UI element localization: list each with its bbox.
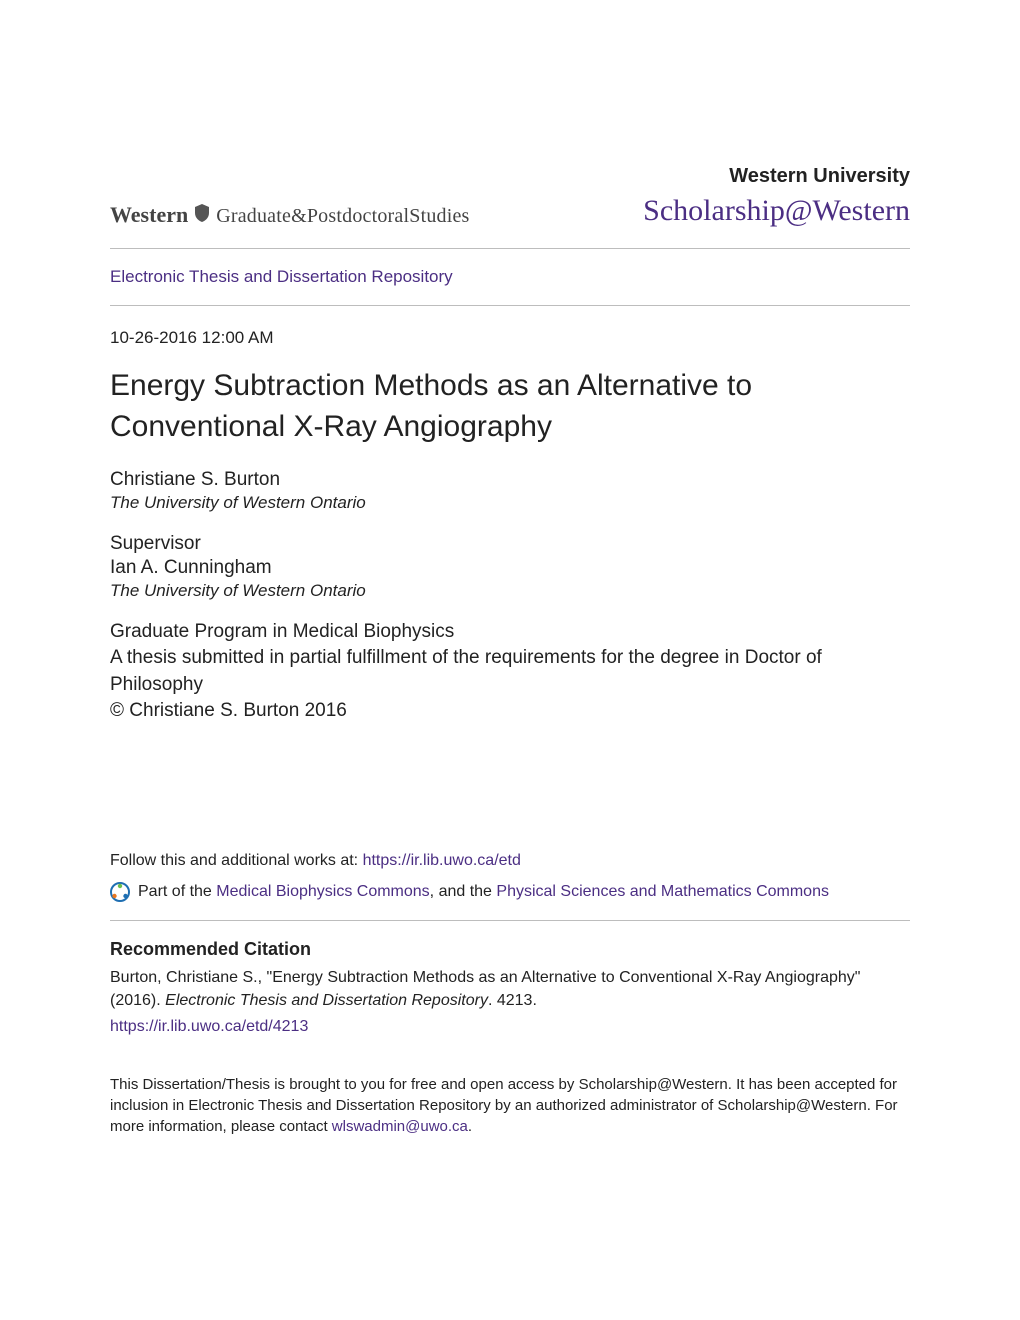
citation-url-link[interactable]: https://ir.lib.uwo.ca/etd/4213: [110, 1015, 910, 1038]
footer-note: This Dissertation/Thesis is brought to y…: [110, 1074, 910, 1137]
graduate-program: Graduate Program in Medical Biophysics: [110, 621, 910, 643]
supervisor-affiliation: The University of Western Ontario: [110, 581, 910, 601]
commons-mid: , and the: [430, 883, 497, 900]
document-title: Energy Subtraction Methods as an Alterna…: [110, 366, 910, 447]
fulfillment-statement: A thesis submitted in partial fulfillmen…: [110, 645, 910, 698]
header-row: Western Graduate&PostdoctoralStudies Wes…: [110, 165, 910, 228]
page-container: Western Graduate&PostdoctoralStudies Wes…: [0, 0, 1020, 1320]
follow-prefix: Follow this and additional works at:: [110, 852, 363, 869]
copyright-line: © Christiane S. Burton 2016: [110, 700, 910, 722]
divider: [110, 248, 910, 249]
author-block: Christiane S. Burton The University of W…: [110, 469, 910, 513]
follow-url-link[interactable]: https://ir.lib.uwo.ca/etd: [363, 852, 521, 869]
footer-text: This Dissertation/Thesis is brought to y…: [110, 1076, 898, 1135]
commons-link-1[interactable]: Medical Biophysics Commons: [216, 883, 429, 900]
crest-icon: [194, 204, 210, 227]
publication-timestamp: 10-26-2016 12:00 AM: [110, 328, 910, 348]
commons-prefix: Part of the: [138, 883, 216, 900]
citation-series: Electronic Thesis and Dissertation Repos…: [165, 992, 488, 1009]
footer-email-link[interactable]: wlswadmin@uwo.ca: [332, 1118, 468, 1135]
follow-works-row: Follow this and additional works at: htt…: [110, 852, 910, 870]
repository-link[interactable]: Electronic Thesis and Dissertation Repos…: [110, 267, 910, 287]
commons-row: Part of the Medical Biophysics Commons, …: [110, 882, 910, 902]
author-name: Christiane S. Burton: [110, 469, 910, 491]
logo-brand: Western: [110, 202, 188, 228]
supervisor-block: Supervisor Ian A. Cunningham The Univers…: [110, 533, 910, 601]
divider: [110, 305, 910, 306]
footer-period: .: [468, 1118, 472, 1135]
header-right: Western University Scholarship@Western: [643, 165, 910, 228]
commons-text: Part of the Medical Biophysics Commons, …: [138, 883, 829, 901]
author-affiliation: The University of Western Ontario: [110, 493, 910, 513]
site-link[interactable]: Scholarship@Western: [643, 194, 910, 227]
program-block: Graduate Program in Medical Biophysics A…: [110, 621, 910, 722]
commons-link-2[interactable]: Physical Sciences and Mathematics Common…: [496, 883, 829, 900]
logo-subtitle: Graduate&PostdoctoralStudies: [216, 205, 469, 228]
university-name: Western University: [643, 165, 910, 188]
recommended-citation: Burton, Christiane S., "Energy Subtracti…: [110, 966, 910, 1038]
network-icon: [110, 882, 130, 902]
divider: [110, 920, 910, 921]
recommended-citation-heading: Recommended Citation: [110, 939, 910, 960]
institution-logo: Western Graduate&PostdoctoralStudies: [110, 202, 470, 228]
citation-text-2: . 4213.: [488, 992, 537, 1009]
supervisor-label: Supervisor: [110, 533, 910, 555]
supervisor-name: Ian A. Cunningham: [110, 557, 910, 579]
